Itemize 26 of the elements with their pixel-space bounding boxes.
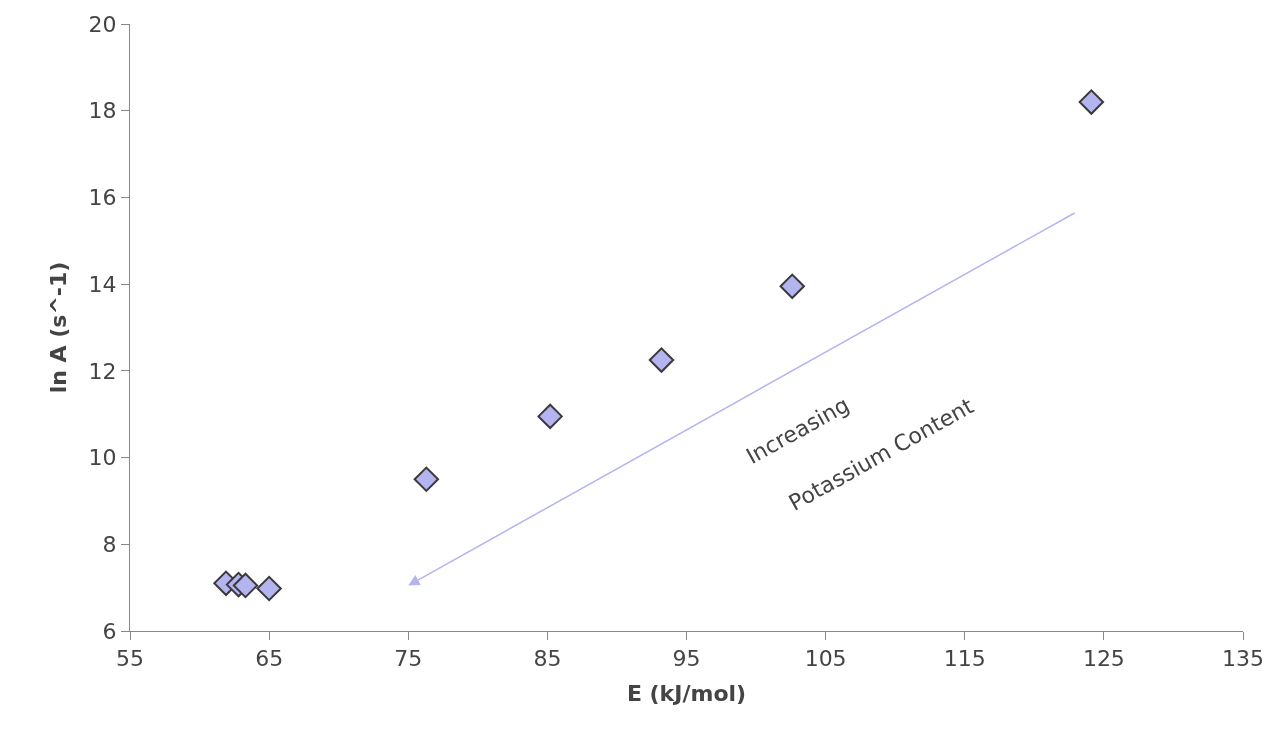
x-tick-label: 65 <box>255 646 284 672</box>
y-tick-label: 18 <box>88 98 117 124</box>
point <box>413 466 440 492</box>
x-tick-label: 75 <box>394 646 423 672</box>
y-tick-label: 6 <box>102 618 117 644</box>
x-tick-label: 125 <box>1082 646 1125 672</box>
x-tick-label: 55 <box>116 646 144 672</box>
y-tick-label: 10 <box>88 445 117 471</box>
y-tick-label: 8 <box>102 531 117 557</box>
point <box>648 347 675 373</box>
point <box>256 575 282 602</box>
y-tick-label: 16 <box>88 185 117 211</box>
point <box>537 403 563 430</box>
x-tick-label: 85 <box>533 646 562 672</box>
point <box>779 273 805 300</box>
x-tick-label: 115 <box>943 646 986 672</box>
y-axis-title: ln A (s^-1) <box>46 261 72 394</box>
x-tick-label: 95 <box>672 646 701 672</box>
point <box>1078 89 1105 115</box>
y-tick-label: 20 <box>88 11 117 37</box>
x-axis-title: E (kJ/mol) <box>626 681 747 707</box>
x-tick-label: 105 <box>804 646 847 672</box>
y-tick-label: 14 <box>88 271 117 297</box>
x-tick-label: 135 <box>1222 646 1264 672</box>
y-tick-label: 12 <box>88 358 117 384</box>
point <box>232 572 259 599</box>
